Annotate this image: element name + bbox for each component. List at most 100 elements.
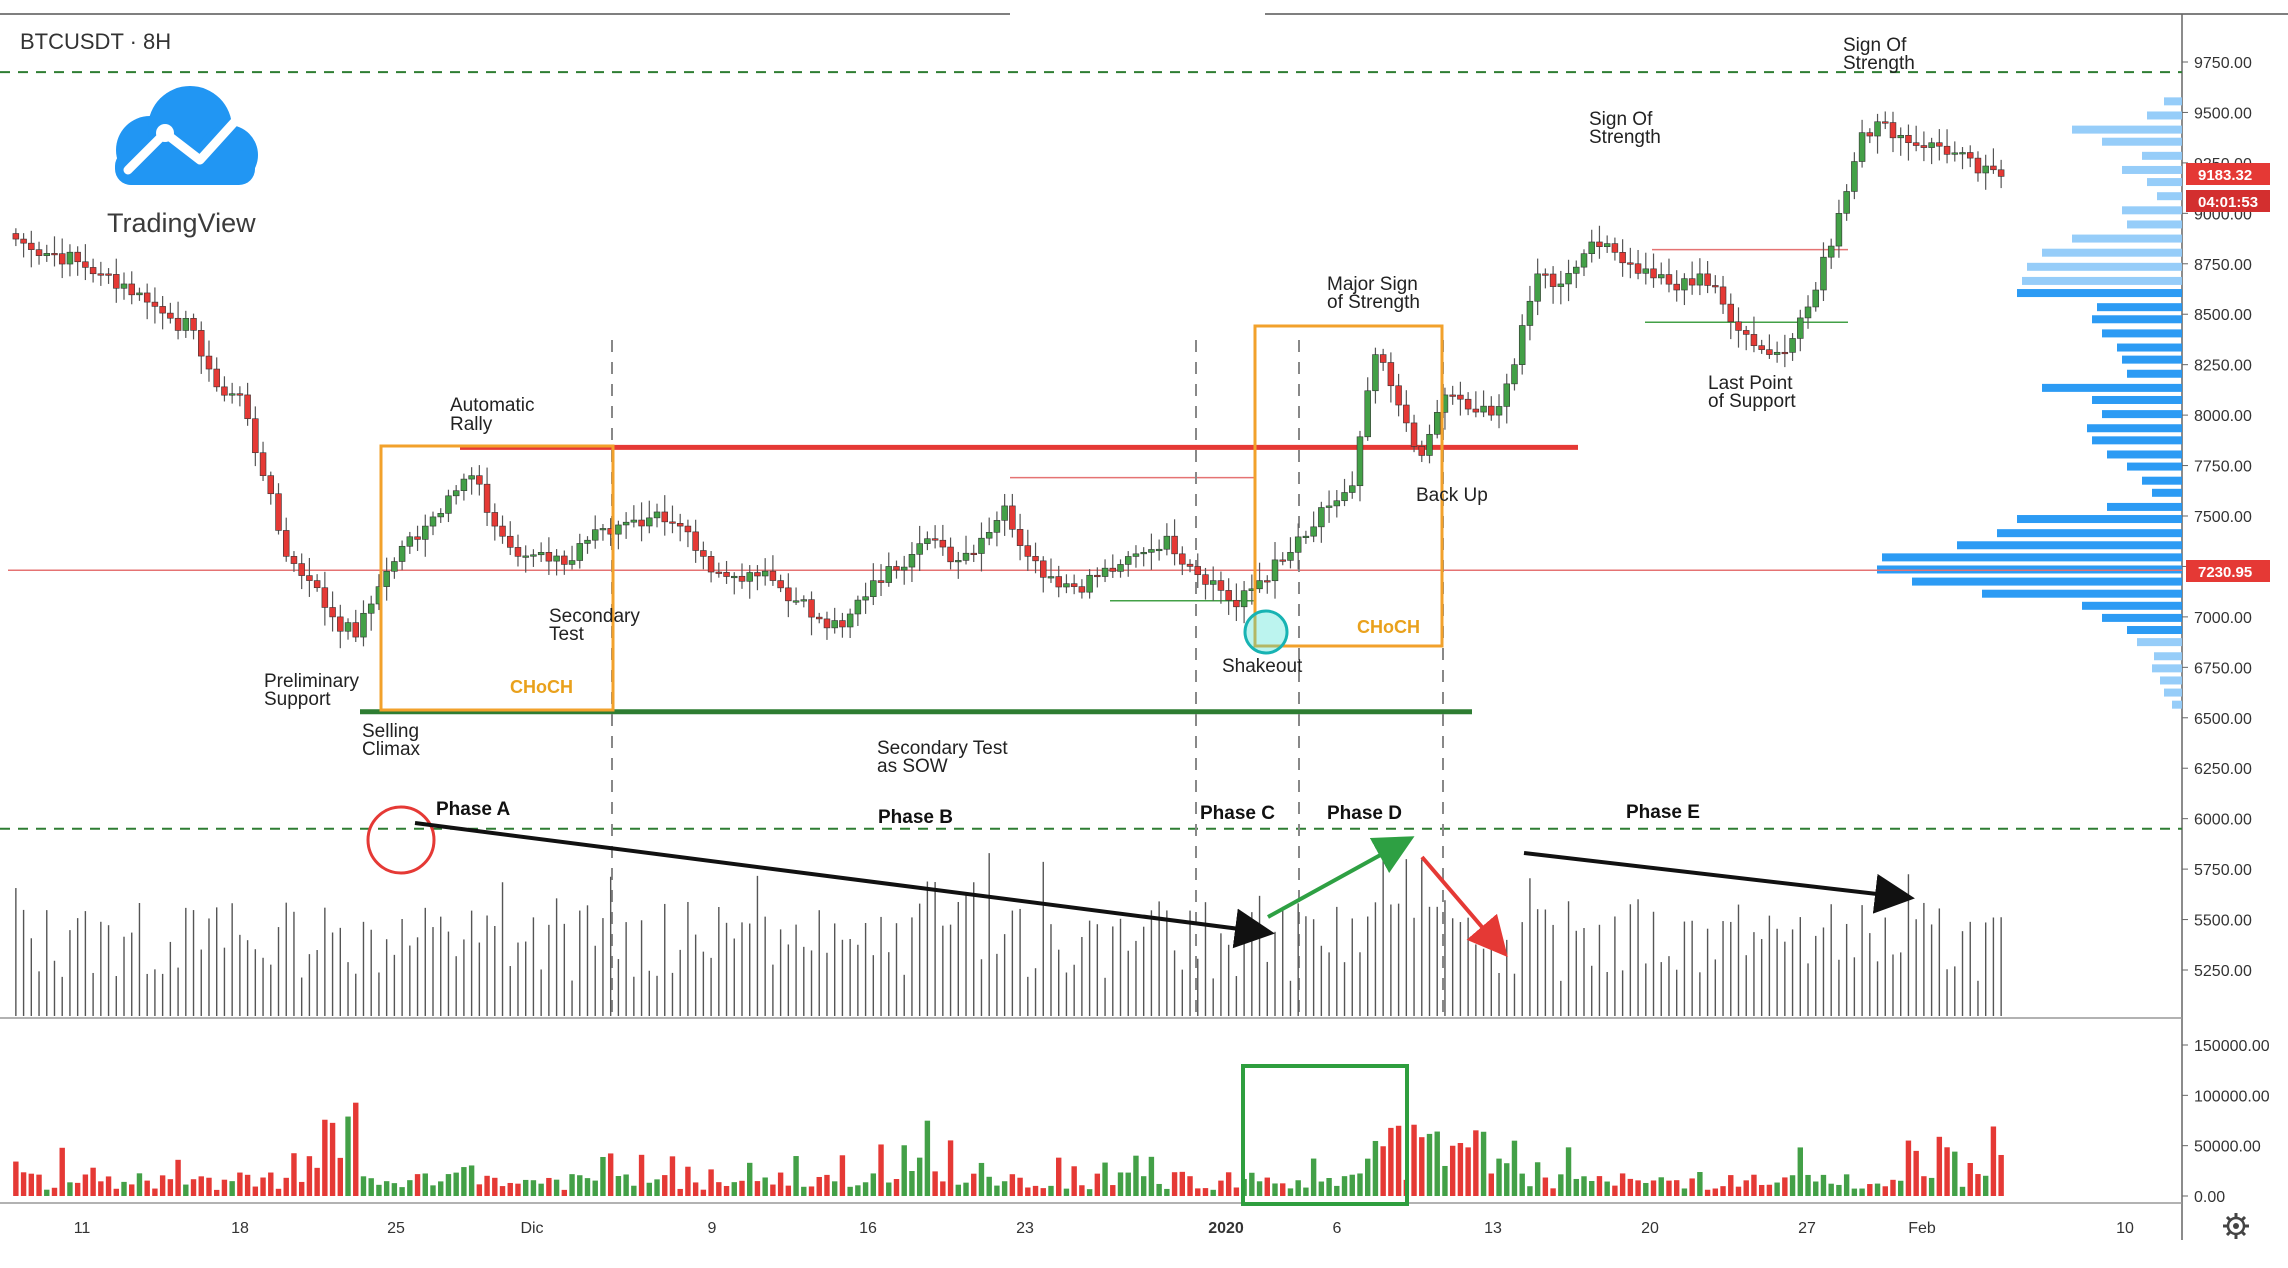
phase-d-label: Phase D	[1327, 803, 1402, 824]
volume-bar	[723, 1185, 730, 1196]
candle-body	[1101, 567, 1109, 577]
candle-body	[1534, 273, 1541, 302]
volume-bar	[1349, 1174, 1355, 1196]
candle-body	[1750, 334, 1758, 346]
volume-bar	[399, 1187, 405, 1196]
candle-body	[1820, 256, 1827, 291]
vol-tick-label: 50000.00	[2194, 1139, 2261, 1156]
volume-bar	[1967, 1163, 1973, 1196]
candle-body	[530, 554, 537, 557]
candle-body	[823, 618, 831, 629]
profile-bar	[1882, 553, 2182, 562]
candle-body	[58, 253, 66, 265]
candle-body	[1148, 549, 1155, 553]
volume-bar	[1280, 1183, 1286, 1196]
volume-bar	[167, 1179, 174, 1196]
candle-body	[769, 570, 777, 581]
candle-body	[97, 273, 105, 276]
profile-bar	[2082, 601, 2182, 610]
volume-bar	[1264, 1177, 1270, 1196]
volume-bar	[623, 1174, 629, 1196]
volume-bar	[708, 1169, 714, 1196]
candle-body	[1928, 142, 1935, 148]
x-tick-label: 27	[1798, 1220, 1816, 1237]
profile-bar	[2157, 192, 2182, 201]
candle-body	[1318, 507, 1325, 528]
volume-bar	[136, 1173, 143, 1196]
volume-bar	[360, 1176, 367, 1196]
volume-profile	[1877, 97, 2182, 709]
volume-bar	[1318, 1181, 1325, 1196]
volume-bar	[1056, 1157, 1062, 1196]
candle-body	[893, 566, 900, 571]
candle-body	[1387, 362, 1395, 387]
annotation-line: Rally	[450, 414, 493, 435]
x-tick-label: 25	[387, 1220, 405, 1237]
volume-bar	[1388, 1127, 1394, 1196]
annotation-line: Support	[264, 689, 331, 710]
candle-body	[985, 532, 993, 539]
profile-bar	[2102, 410, 2182, 419]
profile-bar	[2117, 343, 2182, 352]
candle-body	[731, 575, 738, 579]
profile-bar	[2087, 424, 2182, 433]
choch-box-1	[379, 444, 615, 712]
candle-body	[1155, 548, 1163, 552]
candle-body	[561, 555, 568, 565]
cloud-chart-icon	[115, 86, 258, 185]
volume-bar	[1079, 1185, 1085, 1196]
candle-body	[221, 386, 228, 396]
volume-bar	[59, 1147, 65, 1196]
candle-body	[615, 524, 622, 535]
candle-body	[66, 251, 74, 265]
volume-bar	[1310, 1158, 1317, 1196]
candle-body	[1882, 121, 1889, 124]
candle-body	[414, 536, 421, 540]
candle-body	[1117, 564, 1124, 572]
volume-bar	[1334, 1185, 1340, 1196]
candle-body	[638, 519, 645, 527]
volume-bar	[546, 1177, 552, 1196]
candle-body	[676, 523, 684, 527]
candle-body	[700, 550, 707, 557]
candle-body	[507, 535, 514, 548]
volume-bar	[932, 1171, 938, 1196]
volume-bar	[955, 1184, 961, 1196]
volume-bar	[1658, 1177, 1664, 1196]
volume-bar	[878, 1144, 884, 1196]
candle-body	[1997, 169, 2005, 177]
profile-bar	[2022, 276, 2182, 285]
profile-bar	[2147, 111, 2182, 120]
candle-body	[1619, 252, 1626, 264]
gear-icon[interactable]	[2223, 1213, 2249, 1239]
volume-bar	[407, 1180, 413, 1196]
candle-body	[1433, 412, 1441, 435]
profile-bar	[2127, 462, 2182, 471]
volume-bar	[677, 1188, 683, 1196]
candle-body	[1480, 405, 1487, 413]
candle-body	[1094, 574, 1101, 578]
candle-body	[1936, 142, 1943, 147]
volume-bar	[1728, 1175, 1734, 1196]
phase-a-label: Phase A	[436, 799, 511, 820]
candle-body	[839, 620, 846, 628]
volume-bar	[1998, 1154, 2004, 1196]
profile-bar	[2107, 502, 2182, 511]
candle-body	[1503, 383, 1510, 407]
volume-bar	[1140, 1176, 1147, 1196]
candle-body	[1194, 566, 1201, 576]
volume-bar	[801, 1186, 807, 1196]
candle-body	[1580, 253, 1588, 268]
volume-bar	[1952, 1151, 1958, 1196]
volume-bar	[1836, 1184, 1842, 1196]
volume-bar	[754, 1181, 761, 1196]
candle-body	[1804, 306, 1812, 319]
volume-bar	[1125, 1172, 1131, 1196]
candle-body	[1851, 161, 1858, 192]
volume-bar	[1905, 1140, 1912, 1196]
volume-bar	[1766, 1184, 1773, 1196]
annotation-line: Major Sign	[1327, 274, 1418, 295]
candle-body	[1650, 268, 1657, 279]
volume-bar	[507, 1182, 513, 1196]
volume-bar	[1681, 1188, 1688, 1196]
